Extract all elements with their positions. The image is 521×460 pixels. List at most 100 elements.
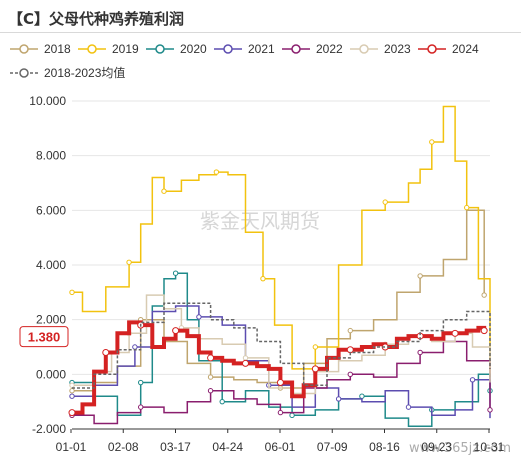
x-tick-label: 06-01 xyxy=(265,440,296,454)
series-point xyxy=(242,355,249,361)
chart-title: 【C】父母代种鸡养殖利润 xyxy=(8,10,185,28)
x-tick-label: 10-31 xyxy=(474,440,505,454)
series-point xyxy=(312,344,319,350)
series-point xyxy=(213,169,220,175)
legend-label: 2019 xyxy=(112,42,139,56)
series-point xyxy=(469,377,476,383)
series-point xyxy=(219,398,225,405)
y-tick-label: 2.000 xyxy=(36,313,66,327)
legend-label: 2018 xyxy=(44,42,71,56)
x-tick-label: 01-01 xyxy=(56,440,87,454)
series-point xyxy=(69,382,75,388)
series-point xyxy=(481,292,487,298)
series-2024 xyxy=(68,320,488,417)
series-point xyxy=(359,393,365,399)
site-mark-text: www.365jz.com xyxy=(409,441,511,456)
callout-layer: 1.380 xyxy=(19,326,69,348)
x-tick-label: 02-08 xyxy=(108,440,139,454)
legend-item: 2024 xyxy=(418,42,479,56)
x-tick-label: 07-09 xyxy=(317,440,348,454)
series-point xyxy=(196,314,202,320)
legend-marker xyxy=(427,44,437,54)
legend-item: 2019 xyxy=(78,42,139,56)
legend-item: 2023 xyxy=(350,42,411,56)
series-point xyxy=(207,354,215,362)
series-point xyxy=(260,275,266,282)
series-point xyxy=(126,259,132,265)
legend-marker xyxy=(19,68,29,78)
series-point xyxy=(241,359,249,367)
series-point xyxy=(207,388,214,394)
series-point xyxy=(172,270,179,276)
series-point xyxy=(289,412,295,419)
y-tick-label: 0.000 xyxy=(36,367,66,381)
series-point xyxy=(172,327,180,335)
legend-item: 2020 xyxy=(146,42,207,56)
legend-label: 2024 xyxy=(452,42,479,56)
legend-item: 2021 xyxy=(214,42,275,56)
series-point xyxy=(451,329,459,337)
series-point xyxy=(69,289,75,296)
series-point xyxy=(161,188,167,194)
legend-label: 2020 xyxy=(180,42,207,56)
series-layer xyxy=(68,105,493,428)
series-point xyxy=(137,379,144,386)
value-callout-box xyxy=(19,326,69,348)
series-point xyxy=(429,139,435,145)
series-line xyxy=(72,209,485,392)
title-divider xyxy=(0,32,521,33)
legend-label: 2022 xyxy=(316,42,343,56)
legend-item: 2018-2023均值 xyxy=(10,65,125,80)
series-point xyxy=(464,204,470,211)
legend-marker xyxy=(19,44,29,54)
axes: 10.000 8.000 6.000 4.000 2.000 0.000 -2.000 01-… xyxy=(29,94,504,454)
series-point xyxy=(417,273,423,279)
legend-marker xyxy=(291,44,301,54)
y-tick-label: 6.000 xyxy=(36,203,66,217)
series-point xyxy=(132,344,138,350)
value-callout: 1.380 xyxy=(19,326,69,348)
x-tick-label: 08-16 xyxy=(369,440,400,454)
watermark-layer: 紫金天风期货 www.365jz.com xyxy=(200,209,511,456)
series-point xyxy=(69,393,75,399)
legend-marker xyxy=(155,44,165,54)
x-tick-label: 04-24 xyxy=(212,440,243,454)
x-tick-label: 09-23 xyxy=(421,440,452,454)
series-point xyxy=(311,365,319,373)
series-point xyxy=(277,409,284,416)
series-2019 xyxy=(69,105,491,378)
watermark-text: 紫金天风期货 xyxy=(200,209,320,233)
series-point xyxy=(68,409,76,417)
series-point xyxy=(102,348,110,356)
y-tick-label: 10.000 xyxy=(29,94,66,108)
series-point xyxy=(382,199,388,205)
y-tick-label: 8.000 xyxy=(36,149,66,163)
legend-marker xyxy=(87,44,97,54)
legend-marker xyxy=(223,44,233,54)
series-point xyxy=(487,407,493,413)
series-point xyxy=(335,396,342,402)
series-point xyxy=(405,404,412,410)
value-callout-label: 1.380 xyxy=(28,330,61,345)
legend-item: 2022 xyxy=(282,42,343,56)
series-line xyxy=(72,272,491,428)
legend-label: 2023 xyxy=(384,42,411,56)
series-point xyxy=(347,371,353,378)
y-tick-label: -2.000 xyxy=(32,422,66,436)
series-point xyxy=(347,327,353,334)
legend-marker xyxy=(359,44,369,54)
series-point xyxy=(137,404,144,410)
series-point xyxy=(417,349,423,356)
legend: 2018 2019 2020 2021 2022 2023 2024 2018-2023均值 xyxy=(10,42,479,80)
series-point xyxy=(207,374,214,380)
series-line xyxy=(72,105,491,378)
series-point xyxy=(480,327,488,335)
legend-item: 2018 xyxy=(10,42,71,56)
series-point xyxy=(276,379,284,387)
y-tick-label: 4.000 xyxy=(36,258,66,272)
x-tick-label: 03-17 xyxy=(160,440,191,454)
series-point xyxy=(69,388,75,394)
legend-label: 2021 xyxy=(248,42,275,56)
legend-label: 2018-2023均值 xyxy=(44,65,125,80)
